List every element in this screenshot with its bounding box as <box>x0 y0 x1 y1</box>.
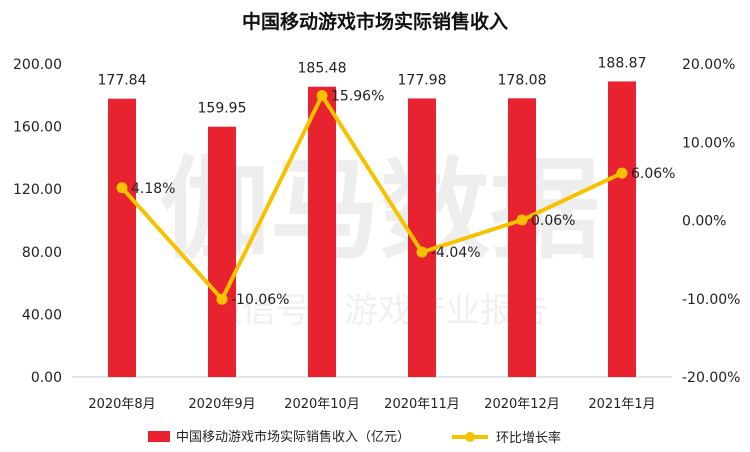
y-left-tick-label: 160.00 <box>13 120 62 136</box>
growth-line <box>120 93 623 302</box>
bar-value-labels: 177.84 159.95 185.48 177.98 178.08 188.87 <box>98 55 647 116</box>
y-left-tick-label: 120.00 <box>13 182 62 198</box>
growth-point <box>516 214 528 226</box>
bar-value-label: 177.98 <box>398 72 447 88</box>
bar <box>608 81 636 377</box>
bar-series <box>108 81 636 378</box>
growth-value-label: 6.06% <box>631 166 675 182</box>
x-tick-label: 2021年1月 <box>588 397 655 412</box>
growth-value-label: 15.96% <box>331 89 384 105</box>
legend-line-label: 环比增长率 <box>496 430 561 446</box>
y-right-tick-label: 10.00% <box>682 135 735 151</box>
y-left-tick-label: 40.00 <box>22 307 62 323</box>
growth-point <box>116 182 128 194</box>
y-left-tick-label: 80.00 <box>22 245 62 261</box>
x-tick-label: 2020年12月 <box>484 397 560 412</box>
line-value-labels: 4.18% -10.06% 15.96% -4.04% 0.06% 6.06% <box>131 89 675 309</box>
growth-value-label: 4.18% <box>131 181 175 197</box>
bar <box>508 98 536 377</box>
x-tick-label: 2020年11月 <box>384 397 460 412</box>
bar-value-label: 159.95 <box>198 101 247 117</box>
growth-value-label: 0.06% <box>531 213 575 229</box>
growth-point <box>316 90 328 102</box>
x-tick-label: 2020年9月 <box>188 397 255 412</box>
legend: 中国移动游戏市场实际销售收入（亿元） 环比增长率 <box>148 429 561 446</box>
growth-point <box>616 167 628 179</box>
growth-point <box>416 246 428 258</box>
legend-bar-swatch <box>148 431 170 442</box>
x-tick-label: 2020年8月 <box>88 397 155 412</box>
y-right-tick-label: 0.00% <box>682 214 726 230</box>
x-tick-label: 2020年10月 <box>284 397 360 412</box>
growth-point <box>216 293 228 305</box>
watermark-sub: 微信号：游戏产业报告 <box>208 291 548 331</box>
bar <box>208 126 236 377</box>
line-series <box>116 90 628 305</box>
y-right-tick-label: -10.00% <box>682 292 740 308</box>
bar-value-label: 177.84 <box>98 73 147 89</box>
y-right-tick-label: 20.00% <box>682 57 735 73</box>
bar <box>308 86 336 377</box>
legend-line-marker <box>465 432 475 442</box>
growth-value-label: -10.06% <box>231 292 289 308</box>
axes: 0.00 40.00 80.00 120.00 160.00 200.00 -20.00% -… <box>13 57 740 386</box>
legend-bar-label: 中国移动游戏市场实际销售收入（亿元） <box>176 429 410 445</box>
bar-value-label: 178.08 <box>498 72 547 88</box>
bar-value-label: 185.48 <box>298 61 347 77</box>
x-axis-ticks: 2020年8月 2020年9月 2020年10月 2020年11月 2020年12月 20… <box>88 397 655 412</box>
growth-value-label: -4.04% <box>431 245 481 261</box>
bar <box>108 98 136 378</box>
y-left-tick-label: 0.00 <box>31 370 62 386</box>
bar-value-label: 188.87 <box>598 55 647 71</box>
chart-title: 中国移动游戏市场实际销售收入 <box>242 10 508 33</box>
y-left-tick-label: 200.00 <box>13 57 62 73</box>
y-right-tick-label: -20.00% <box>682 370 740 386</box>
